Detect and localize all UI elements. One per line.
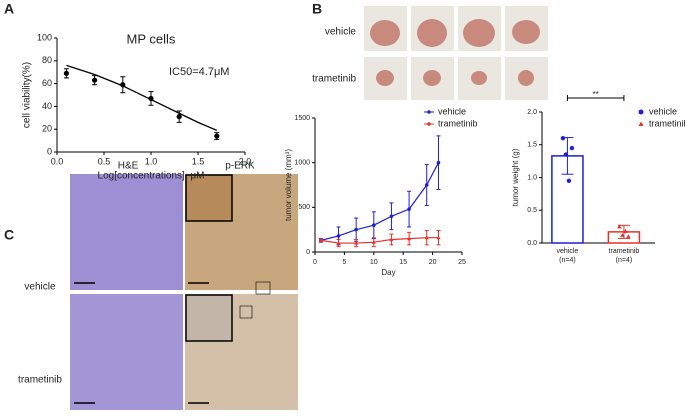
- x-tick-label: 25: [458, 259, 466, 266]
- data-point: [424, 183, 429, 187]
- legend-label: vehicle: [438, 106, 466, 116]
- x-tick-label: 1.0: [145, 156, 158, 166]
- x-tick-label: trametinib: [609, 248, 640, 255]
- series-line: [320, 237, 439, 244]
- x-tick-label: 20: [429, 259, 437, 266]
- panel-label: B: [312, 1, 322, 17]
- data-point: [148, 95, 154, 102]
- legend-label: trametinib: [438, 118, 478, 128]
- significance-label: **: [593, 90, 599, 99]
- y-tick-label: 100: [37, 32, 52, 42]
- y-axis-label: tumor weight (g): [511, 148, 520, 206]
- data-point: [566, 178, 572, 183]
- annotation: IC50=4.7μM: [169, 66, 229, 78]
- data-point: [389, 237, 394, 242]
- data-point: [436, 235, 441, 240]
- row-label: vehicle: [24, 282, 56, 293]
- legend-marker: [638, 121, 644, 126]
- y-tick-label: 0.0: [527, 240, 537, 247]
- x-axis-label: Log[concentrations], μM: [98, 171, 205, 182]
- y-axis-label: tumor volume (mm³): [284, 149, 293, 221]
- data-point: [436, 160, 441, 165]
- legend-label: trametinib: [649, 118, 685, 128]
- histology-images: [70, 174, 298, 410]
- data-point: [407, 207, 411, 211]
- y-tick-label: 60: [42, 78, 52, 88]
- panel-label: C: [4, 227, 14, 243]
- y-tick-label: 1000: [294, 160, 310, 167]
- row-label: trametinib: [18, 375, 62, 386]
- x-tick-label: 0.0: [51, 156, 64, 166]
- column-label: p-ERK: [225, 161, 255, 172]
- y-tick-label: 40: [42, 101, 52, 111]
- y-tick-label: 0.5: [527, 207, 537, 214]
- panel-label: A: [4, 1, 14, 17]
- data-point: [620, 232, 625, 237]
- data-point: [372, 223, 376, 227]
- photo-label: trametinib: [312, 74, 356, 85]
- series-line: [320, 162, 440, 241]
- data-point: [176, 114, 182, 120]
- data-point: [563, 152, 569, 157]
- y-tick-label: 80: [42, 55, 52, 65]
- data-point: [389, 214, 394, 219]
- data-point: [354, 227, 358, 232]
- y-tick-label: 500: [298, 204, 310, 211]
- data-point: [560, 136, 566, 141]
- x-tick-label: 0.5: [98, 156, 111, 166]
- data-point: [371, 240, 376, 244]
- legend-marker: [427, 110, 431, 114]
- x-tick-label: 1.5: [192, 156, 205, 166]
- data-point: [424, 235, 429, 240]
- data-point: [120, 82, 126, 88]
- legend-label: vehicle: [649, 106, 677, 116]
- photo-label: vehicle: [325, 27, 357, 38]
- x-tick-label: (n=4): [559, 257, 576, 264]
- data-point: [318, 238, 323, 242]
- x-tick-label: 15: [399, 259, 407, 266]
- data-point: [63, 70, 69, 76]
- x-tick-label: 5: [342, 259, 346, 266]
- legend-marker: [427, 122, 431, 126]
- data-point: [623, 229, 628, 233]
- y-tick-label: 20: [42, 124, 52, 134]
- x-tick-label: 10: [370, 259, 378, 266]
- x-tick-label: 0: [313, 259, 317, 266]
- legend-marker: [638, 109, 644, 115]
- column-label: H&E: [118, 161, 139, 172]
- x-tick-label: vehicle: [557, 248, 579, 255]
- y-tick-label: 1.0: [527, 174, 537, 181]
- data-point: [617, 224, 622, 229]
- data-point: [336, 234, 341, 238]
- data-point: [569, 145, 575, 151]
- tumor-photos: [364, 6, 548, 100]
- x-tick-label: (n=4): [616, 257, 633, 264]
- data-point: [214, 133, 220, 139]
- y-tick-label: 2.0: [527, 109, 537, 116]
- data-point: [354, 241, 359, 245]
- data-point: [336, 241, 341, 245]
- y-tick-label: 1500: [294, 115, 310, 122]
- y-tick-label: 1.5: [527, 142, 537, 149]
- data-point: [407, 236, 412, 241]
- y-axis-label: cell viability(%): [22, 62, 33, 128]
- y-tick-label: 0: [306, 249, 310, 256]
- y-tick-label: 0: [47, 146, 52, 156]
- data-point: [92, 77, 98, 83]
- chart-title: MP cells: [127, 31, 176, 46]
- x-tick-label: 2.0: [239, 156, 252, 166]
- data-point: [626, 234, 631, 239]
- x-axis-label: Day: [381, 268, 395, 277]
